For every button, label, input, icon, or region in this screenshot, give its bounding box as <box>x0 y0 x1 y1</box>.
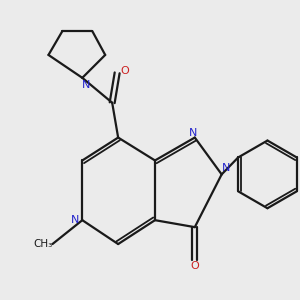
Text: CH₃: CH₃ <box>33 239 52 249</box>
Text: N: N <box>221 164 230 173</box>
Text: N: N <box>189 128 197 138</box>
Text: O: O <box>190 261 199 271</box>
Text: N: N <box>82 80 91 90</box>
Text: N: N <box>71 215 80 225</box>
Text: O: O <box>121 66 130 76</box>
